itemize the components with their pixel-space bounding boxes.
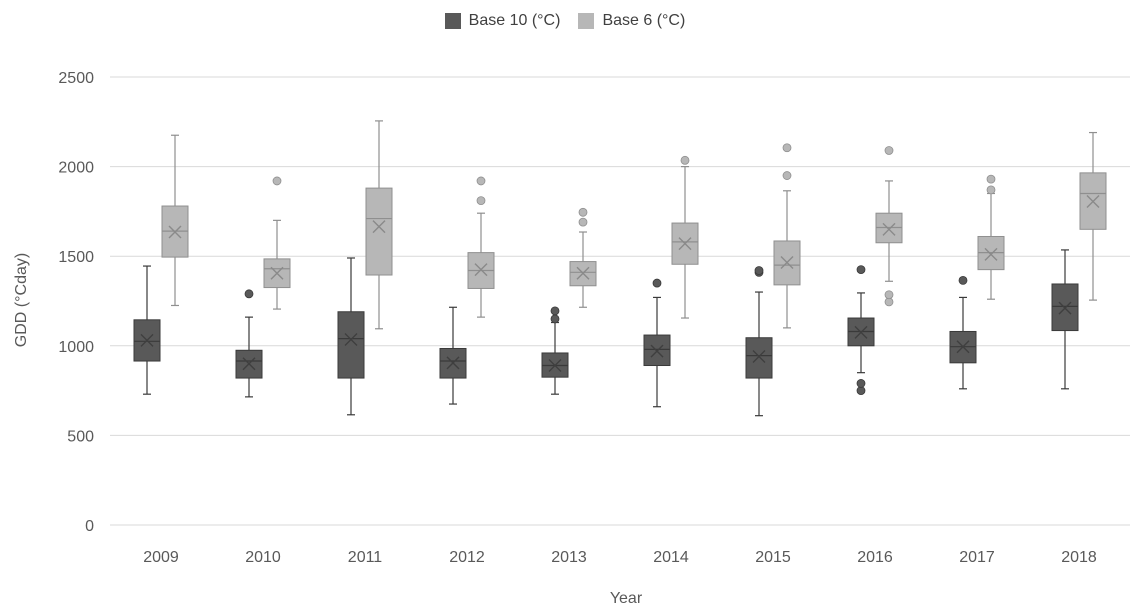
x-tick-label: 2018 bbox=[1061, 549, 1097, 566]
mean-marker bbox=[576, 266, 590, 280]
outlier-point bbox=[272, 176, 282, 186]
mean-marker bbox=[474, 263, 488, 277]
x-tick-label: 2014 bbox=[653, 549, 689, 566]
outlier-point bbox=[476, 196, 486, 206]
outlier-point bbox=[680, 155, 690, 165]
outlier-point bbox=[986, 185, 996, 195]
legend-item-base10: Base 10 (°C) bbox=[444, 12, 561, 30]
legend-label-base10: Base 10 (°C) bbox=[468, 12, 561, 29]
mean-marker bbox=[344, 333, 358, 347]
x-tick-label: 2016 bbox=[857, 549, 893, 566]
outlier-point bbox=[782, 171, 792, 180]
outlier-point bbox=[244, 289, 254, 299]
mean-marker bbox=[1086, 195, 1100, 209]
mean-marker bbox=[270, 266, 284, 280]
x-tick-label: 2013 bbox=[551, 549, 587, 566]
mean-marker bbox=[780, 255, 794, 269]
outlier-point bbox=[652, 278, 662, 288]
mean-marker bbox=[140, 333, 154, 347]
mean-marker bbox=[242, 357, 256, 371]
outlier-point bbox=[578, 207, 588, 217]
mean-marker bbox=[548, 359, 562, 373]
outlier-point bbox=[884, 146, 894, 155]
x-tick-label: 2009 bbox=[143, 549, 179, 566]
y-axis-title: GDD (°Cday) bbox=[13, 253, 30, 347]
mean-marker bbox=[854, 325, 868, 339]
y-tick-label: 2500 bbox=[58, 70, 94, 87]
mean-marker bbox=[956, 340, 970, 354]
outlier-point bbox=[578, 217, 588, 227]
mean-marker bbox=[984, 247, 998, 261]
x-tick-label: 2010 bbox=[245, 549, 281, 566]
y-tick-label: 0 bbox=[85, 518, 94, 535]
y-tick-label: 500 bbox=[67, 428, 94, 445]
y-tick-label: 2000 bbox=[58, 160, 94, 177]
outlier-point bbox=[754, 266, 764, 275]
box bbox=[365, 187, 393, 276]
box bbox=[643, 334, 671, 367]
legend-swatch-base6 bbox=[578, 13, 595, 29]
outlier-point bbox=[884, 290, 894, 300]
outlier-point bbox=[986, 174, 996, 184]
y-tick-label: 1000 bbox=[58, 339, 94, 356]
mean-marker bbox=[752, 350, 766, 364]
mean-marker bbox=[882, 222, 896, 236]
outlier-point bbox=[856, 379, 866, 388]
x-axis-title: Year bbox=[610, 590, 643, 606]
box bbox=[671, 222, 699, 265]
outlier-point bbox=[958, 275, 968, 285]
legend-swatch-base10 bbox=[444, 13, 461, 29]
legend: Base 10 (°C) Base 6 (°C) bbox=[0, 12, 1130, 30]
mean-marker bbox=[1058, 301, 1072, 315]
box bbox=[745, 337, 773, 379]
box bbox=[337, 311, 365, 379]
y-axis-ticks: 0 500 1000 1500 2000 2500 bbox=[58, 70, 94, 535]
gridlines bbox=[110, 76, 1130, 526]
outlier-point bbox=[782, 143, 792, 153]
outlier-point bbox=[550, 306, 560, 316]
x-axis-ticks: 2009 2010 2011 2012 2013 2014 2015 2016 2017 2018 bbox=[143, 549, 1097, 566]
outlier-point bbox=[856, 265, 866, 275]
mean-marker bbox=[678, 237, 692, 251]
legend-item-base6: Base 6 (°C) bbox=[578, 12, 685, 30]
mean-marker bbox=[168, 225, 182, 239]
x-tick-label: 2012 bbox=[449, 549, 485, 566]
outlier-point bbox=[550, 314, 560, 324]
box-series bbox=[133, 120, 1107, 417]
x-tick-label: 2017 bbox=[959, 549, 995, 566]
mean-marker bbox=[372, 220, 386, 234]
x-tick-label: 2015 bbox=[755, 549, 791, 566]
mean-marker bbox=[446, 356, 460, 370]
legend-label-base6: Base 6 (°C) bbox=[602, 12, 686, 29]
x-tick-label: 2011 bbox=[348, 549, 383, 566]
y-tick-label: 1500 bbox=[58, 249, 94, 266]
mean-marker bbox=[650, 344, 664, 358]
outlier-point bbox=[476, 176, 486, 186]
